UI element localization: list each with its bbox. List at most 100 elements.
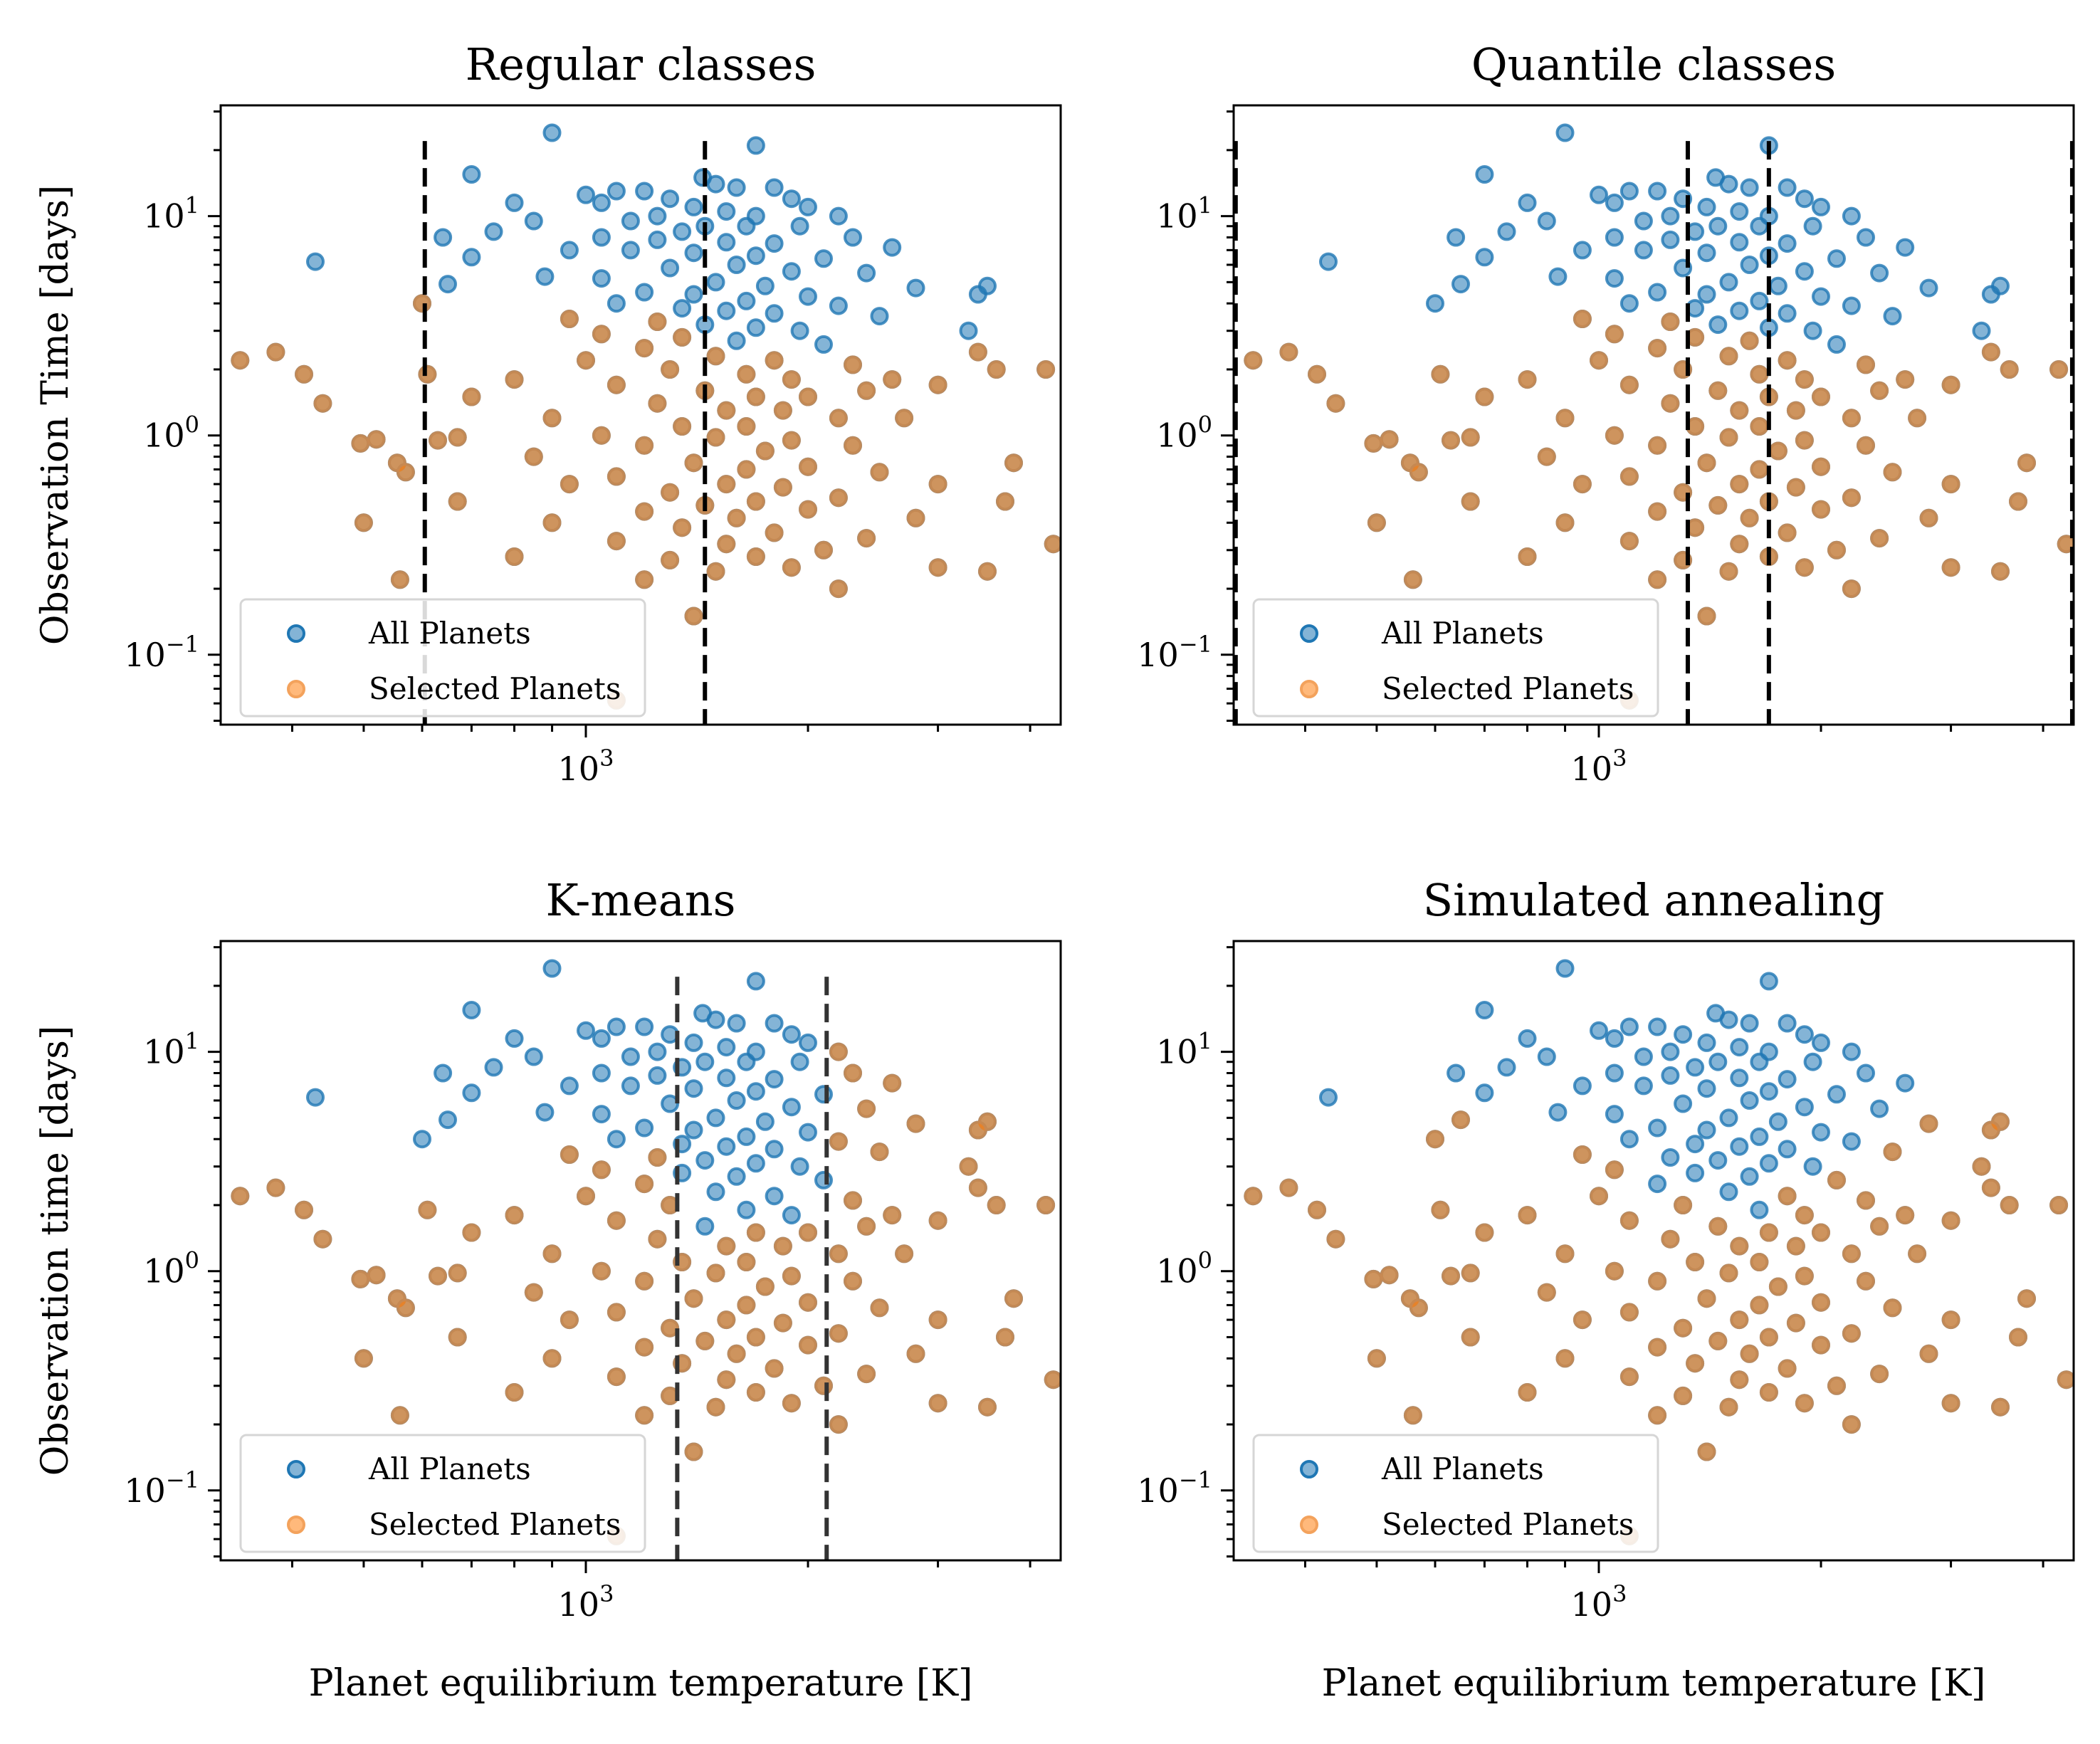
all-planets-point [1697,1079,1716,1098]
all-planets-point [1778,234,1797,253]
legend-label: Selected Planets [1382,671,1634,706]
selected-planets-point [1518,1383,1537,1402]
selected-planets-point [2049,360,2069,379]
selected-planets-point [1461,1328,1480,1347]
selected-planets-point [799,387,817,406]
all-planets-point [635,1017,654,1036]
selected-planets-point [1044,1370,1061,1390]
all-planets-point [906,278,925,298]
all-planets-point [542,123,562,142]
selected-planets-point [1555,1349,1575,1368]
all-planets-point [635,182,654,201]
selected-planets-point [737,417,756,436]
selected-planets-point [462,1223,481,1242]
selected-planets-point [1442,431,1460,450]
selected-planets-point [737,1253,756,1271]
selected-planets-point [607,1303,626,1322]
all-planets-point [1857,228,1875,247]
legend-marker-selected-planets [287,1516,305,1534]
selected-planets-point [928,1211,947,1230]
selected-planets-point [684,1442,703,1461]
all-planets-point [1426,294,1444,313]
selected-planets-point [765,523,784,542]
selected-planets-point [1431,1200,1450,1219]
selected-planets-point [1605,1261,1624,1281]
all-planets-point [1590,1021,1608,1040]
selected-planets-point [1750,1296,1769,1315]
all-planets-point [737,1127,756,1146]
all-planets-point [1919,278,1938,298]
selected-planets-point [1619,532,1639,551]
all-planets-point [755,1112,775,1131]
selected-planets-point [1795,431,1814,450]
all-planets-point [727,1091,746,1110]
selected-planets-point [928,375,947,394]
all-planets-point [1634,211,1653,231]
selected-planets-point [857,1217,876,1236]
all-planets-point [737,1052,756,1071]
selected-planets-point [706,562,725,581]
all-planets-point [1740,256,1759,274]
selected-planets-point [765,1359,784,1378]
selected-planets-point [2000,1196,2019,1214]
selected-planets-point [313,394,332,413]
all-planets-point [684,197,703,216]
selected-planets-point [829,409,848,428]
selected-planets-point [592,1160,611,1180]
selected-planets-point [413,294,431,313]
all-planets-point [1795,189,1814,209]
all-planets-point [1795,1098,1814,1117]
selected-planets-point [844,1191,862,1210]
all-planets-point [765,1014,784,1033]
selected-planets-point [1870,1365,1889,1384]
selected-planets-point [1908,1244,1927,1264]
selected-planets-point [1555,409,1575,428]
selected-planets-point [1857,1191,1875,1210]
all-planets-point [1661,230,1680,249]
all-planets-point [1750,1200,1769,1219]
all-planets-point [1759,1154,1778,1173]
selected-planets-point [1908,409,1927,428]
all-planets-point [1778,1140,1797,1159]
selected-planets-point [448,428,467,447]
all-planets-point [765,1140,784,1159]
selected-planets-point [799,1223,817,1242]
panel-2: Quantile classes 101 100 10−1 103 All Planets… [1137,38,2075,788]
selected-planets-point [1648,502,1667,521]
selected-planets-point [592,426,611,445]
selected-planets-point [684,1289,703,1308]
all-planets-point [1518,1029,1537,1048]
all-planets-point [621,1076,640,1096]
all-planets-point [592,1063,611,1083]
plot-area [231,959,1061,1560]
selected-planets-point [928,1310,947,1330]
x-tick-label: 103 [1571,745,1627,788]
selected-planets-point [1573,1310,1592,1330]
all-planets-point [717,233,736,252]
legend-label: All Planets [368,616,531,651]
selected-planets-point [968,342,987,362]
selected-planets-point [1750,364,1769,384]
selected-planets-point [1730,1370,1749,1390]
selected-planets-point [1842,1244,1861,1264]
selected-planets-point [1981,1178,2000,1197]
selected-planets-point [968,1120,987,1140]
all-planets-point [782,189,801,209]
all-planets-point [1768,1112,1787,1131]
all-planets-point [1759,972,1778,991]
selected-planets-point [1795,1266,1814,1286]
all-planets-point [717,1137,736,1156]
all-planets-point [1812,1123,1830,1142]
all-planets-point [814,249,833,268]
selected-planets-point [987,360,1006,379]
selected-planets-point [1619,1211,1639,1230]
selected-planets-point [351,1269,370,1288]
all-planets-point [592,193,611,212]
selected-planets-point [1827,1170,1846,1189]
selected-planets-point [1919,508,1938,527]
selected-planets-point [684,453,703,473]
selected-planets-point [857,1099,876,1118]
selected-planets-point [1036,360,1056,379]
all-planets-point [1497,1058,1516,1077]
all-planets-point [607,1017,626,1036]
